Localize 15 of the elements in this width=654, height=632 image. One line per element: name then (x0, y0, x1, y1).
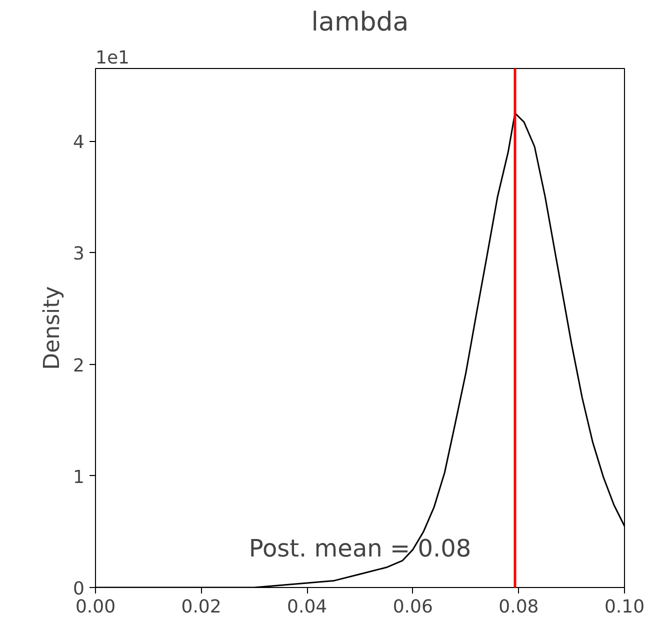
x-tick-label: 0.08 (498, 596, 539, 618)
y-tick-label: 3 (73, 244, 84, 265)
x-tick-label: 0.04 (287, 596, 328, 618)
y-tick-label: 2 (73, 355, 84, 376)
y-tick-label: 0 (73, 578, 84, 600)
x-tick-label: 0.02 (181, 596, 222, 618)
text: 1e1 (96, 48, 130, 68)
chart-title: lambda (311, 8, 409, 38)
y-tick-label: 4 (73, 132, 84, 154)
y-tick-label: 1 (73, 466, 84, 488)
y-axis-title: Density (40, 286, 66, 370)
x-tick-label: 0.06 (392, 596, 433, 618)
x-tick-label: 0.10 (604, 596, 645, 618)
annotation: Post. mean = 0.08 (248, 534, 472, 562)
x-tick-label: 0.00 (75, 596, 116, 618)
